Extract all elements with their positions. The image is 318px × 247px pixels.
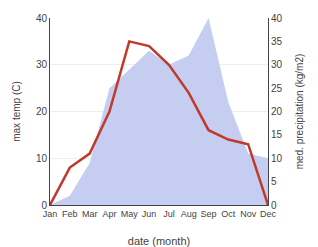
svg-text:25: 25	[271, 83, 283, 94]
svg-text:Jan: Jan	[43, 209, 58, 219]
svg-text:0: 0	[41, 200, 47, 211]
svg-text:20: 20	[271, 106, 283, 117]
svg-text:10: 10	[36, 153, 48, 164]
svg-text:Jun: Jun	[142, 209, 157, 219]
svg-text:30: 30	[271, 59, 283, 70]
svg-text:date (month): date (month)	[128, 235, 190, 247]
svg-text:40: 40	[271, 13, 283, 24]
svg-text:Aug: Aug	[181, 209, 197, 219]
svg-text:Apr: Apr	[102, 209, 116, 219]
svg-text:20: 20	[36, 106, 48, 117]
svg-text:Mar: Mar	[82, 209, 98, 219]
svg-text:Feb: Feb	[62, 209, 78, 219]
svg-text:Nov: Nov	[240, 209, 257, 219]
svg-text:0: 0	[271, 200, 277, 211]
svg-text:May: May	[121, 209, 139, 219]
svg-text:med. precipitation (kg/m2): med. precipitation (kg/m2)	[294, 54, 305, 170]
svg-text:15: 15	[271, 129, 283, 140]
svg-text:30: 30	[36, 59, 48, 70]
svg-text:Dec: Dec	[260, 209, 277, 219]
svg-text:Sep: Sep	[201, 209, 217, 219]
svg-text:35: 35	[271, 36, 283, 47]
svg-text:10: 10	[271, 153, 283, 164]
svg-text:max temp (C): max temp (C)	[11, 81, 22, 142]
svg-text:Oct: Oct	[221, 209, 236, 219]
svg-text:Jul: Jul	[163, 209, 175, 219]
svg-text:40: 40	[36, 13, 48, 24]
svg-text:5: 5	[271, 176, 277, 187]
